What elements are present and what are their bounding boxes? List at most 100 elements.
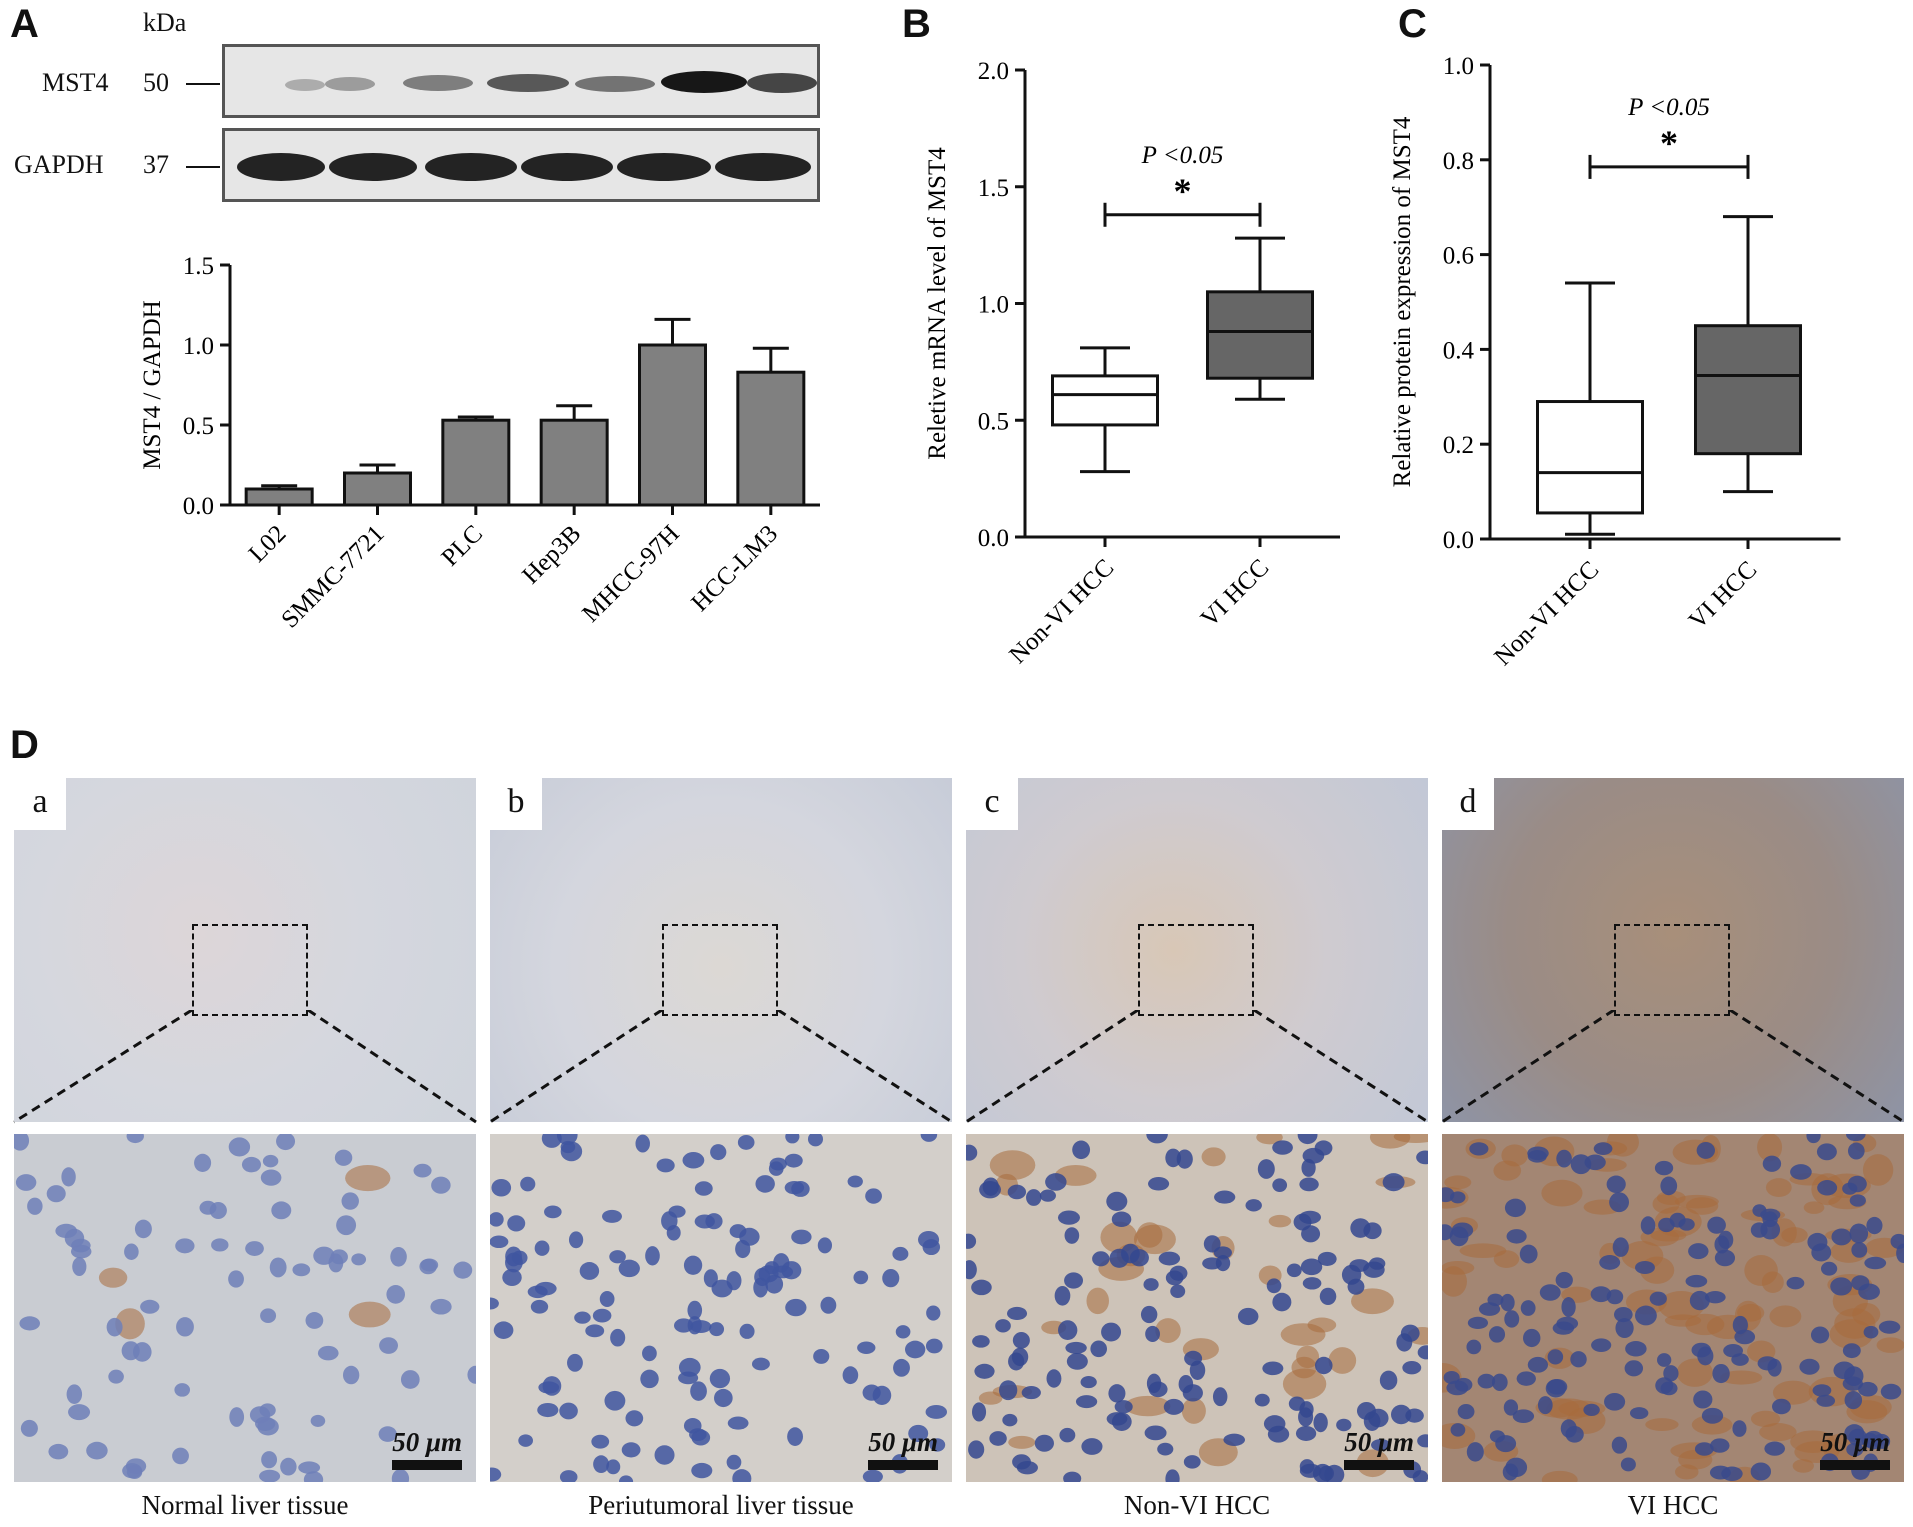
scale-bar-c: 50 μm [1344, 1427, 1414, 1470]
cell-nucleus [1416, 1150, 1428, 1165]
y-axis-title: Reletive mRNA level of MST4 [924, 147, 951, 460]
cell-nucleus [689, 1428, 707, 1441]
cell-nucleus [1489, 1430, 1505, 1443]
cell-nucleus [1178, 1375, 1194, 1394]
cell-nucleus [378, 1426, 397, 1442]
stain-patch [1155, 1318, 1181, 1343]
cell-nucleus [966, 1144, 978, 1161]
cell-nucleus [1688, 1243, 1709, 1260]
cell-nucleus [1267, 1425, 1290, 1443]
cell-nucleus [534, 1240, 550, 1256]
cell-nucleus [1816, 1143, 1837, 1161]
cell-nucleus [1504, 1310, 1520, 1328]
cell-nucleus [737, 1134, 755, 1150]
blot-row-label-mst4: MST4 [42, 68, 109, 97]
cell-nucleus [1021, 1386, 1041, 1400]
scale-bar-line [868, 1460, 938, 1470]
mw-tick-50 [186, 83, 220, 85]
stain-patch [1757, 1134, 1783, 1162]
stain-patch [1862, 1154, 1894, 1186]
cell-nucleus [493, 1321, 514, 1339]
cell-nucleus [1012, 1332, 1030, 1349]
cell-nucleus [1660, 1176, 1678, 1196]
scale-bar-label: 50 μm [392, 1427, 462, 1457]
caption-b: Periutumoral liver tissue [588, 1490, 854, 1520]
cell-nucleus [453, 1261, 473, 1279]
cell-nucleus [1858, 1381, 1878, 1397]
cell-nucleus [1356, 1401, 1376, 1420]
cell-nucleus [1158, 1251, 1181, 1266]
cell-nucleus [1144, 1425, 1167, 1441]
cell-nucleus [1184, 1350, 1203, 1366]
stain-patch [1086, 1287, 1110, 1315]
cell-nucleus [1111, 1211, 1132, 1227]
cell-nucleus [467, 1365, 476, 1384]
y-tick-label: 0.4 [1443, 337, 1475, 364]
cell-nucleus [379, 1337, 398, 1354]
cell-nucleus [1080, 1376, 1097, 1389]
cell-nucleus [585, 1324, 605, 1338]
box [1051, 374, 1159, 427]
cell-nucleus [1286, 1263, 1302, 1278]
cell-nucleus [925, 1405, 948, 1419]
blot-band [403, 75, 473, 91]
cell-nucleus [1811, 1243, 1832, 1262]
cell-nucleus [1301, 1158, 1316, 1177]
zoom-box [662, 924, 778, 1016]
blot-row-label-gapdh: GAPDH [14, 150, 104, 179]
cell-nucleus [209, 1201, 227, 1220]
cell-nucleus [1570, 1351, 1587, 1368]
cell-nucleus [544, 1205, 562, 1219]
cell-nucleus [1714, 1235, 1730, 1254]
y-axis-title: Relative protein expression of MST4 [1390, 116, 1416, 487]
stain-patch [1765, 1178, 1792, 1197]
cell-nucleus [1442, 1224, 1454, 1241]
stain-patch [989, 1150, 1036, 1180]
box [1694, 324, 1802, 456]
cell-nucleus [1848, 1428, 1868, 1447]
cell-nucleus [518, 1434, 533, 1447]
stain-patch [978, 1391, 1003, 1405]
p-value-label: P <0.05 [1627, 94, 1710, 121]
stain-patch [1256, 1134, 1283, 1145]
cell-nucleus [310, 1414, 326, 1427]
cell-nucleus [1613, 1306, 1633, 1323]
cell-nucleus [998, 1380, 1018, 1401]
cell-nucleus [1570, 1154, 1592, 1175]
cell-nucleus [1830, 1277, 1853, 1296]
panel-d-label: D [10, 723, 39, 767]
cell-nucleus [46, 1185, 66, 1203]
scale-bar-line [1820, 1460, 1890, 1470]
stain-patch [1444, 1175, 1472, 1190]
cell-nucleus [1620, 1457, 1636, 1472]
cell-nucleus [865, 1188, 882, 1204]
stain-patch [1750, 1410, 1781, 1427]
cell-nucleus [527, 1285, 548, 1299]
cell-nucleus [317, 1345, 339, 1361]
cell-nucleus [559, 1402, 578, 1420]
cell-nucleus [1560, 1419, 1577, 1438]
stain-patch [1124, 1395, 1171, 1417]
cell-nucleus [351, 1253, 367, 1266]
cell-nucleus [132, 1342, 152, 1362]
panel-b-label: B [902, 2, 931, 46]
cell-nucleus [1451, 1222, 1474, 1239]
cell-nucleus [259, 1469, 281, 1482]
micrograph-high-c: 50 μm [966, 1134, 1428, 1482]
stain-patch [1792, 1459, 1814, 1473]
cell-nucleus [694, 1214, 715, 1229]
cell-nucleus [1006, 1306, 1028, 1321]
cell-nucleus [1007, 1184, 1027, 1200]
cell-nucleus [1831, 1228, 1852, 1246]
cell-nucleus [1454, 1377, 1473, 1392]
connector-line [489, 1010, 663, 1124]
cell-nucleus [194, 1153, 212, 1172]
cell-nucleus [1539, 1284, 1561, 1301]
blot-band [325, 77, 375, 91]
stain-patch [1307, 1317, 1337, 1333]
cell-nucleus [1163, 1398, 1184, 1415]
cell-nucleus [280, 1457, 297, 1476]
cell-nucleus [1810, 1326, 1830, 1344]
cell-nucleus [1657, 1353, 1672, 1367]
